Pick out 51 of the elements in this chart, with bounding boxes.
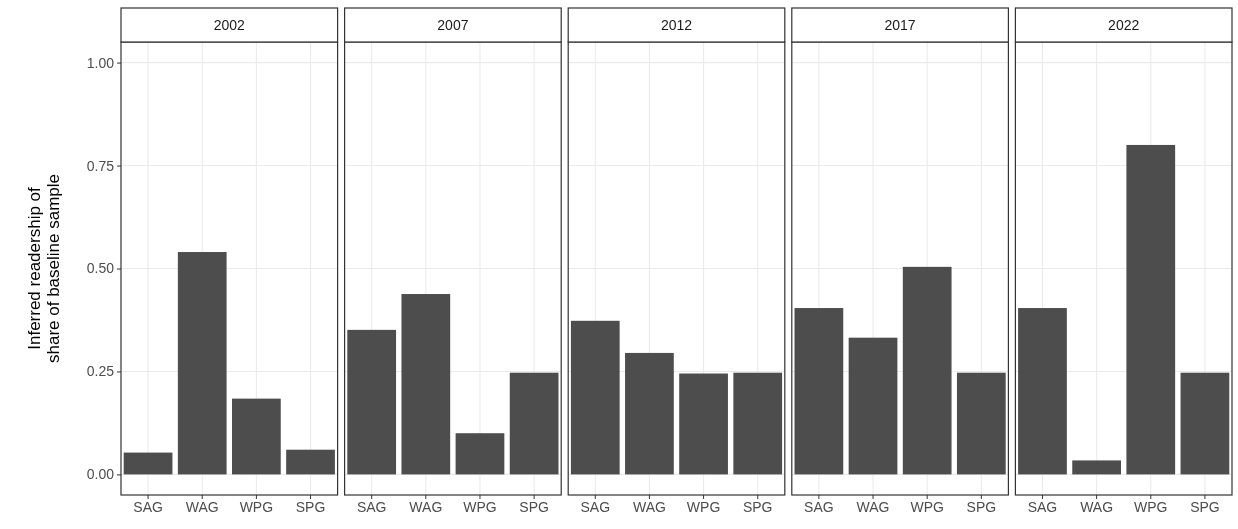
x-tick-label: WPG [463,498,497,515]
x-tick-label: WAG [185,498,219,515]
bar [401,294,451,475]
x-tick-label: WPG [239,498,274,515]
bar [123,452,173,475]
x-tick-label: SPG [519,498,549,515]
bar [1126,144,1176,475]
chart-title: 2022 [1108,17,1140,33]
bar [733,372,783,475]
x-tick-label: WPG [686,498,721,515]
x-tick-label: SPG [742,498,773,515]
x-tick-label: SAG [1027,498,1058,515]
bar [902,266,952,475]
x-tick-label: WPG [1134,498,1168,515]
bar [794,308,844,475]
x-tick-label: WAG [856,498,890,515]
x-tick-label: WAG [1080,498,1114,515]
bar [286,449,335,475]
bar [1180,372,1230,475]
bar [177,252,227,475]
y-tick-label: 0.25 [86,363,115,380]
x-tick-label: WAG [632,498,666,515]
y-tick-label: 0.00 [86,466,115,483]
x-tick-label: SPG [295,498,326,515]
y-tick-label: 0.75 [86,157,115,174]
x-tick-label: WPG [910,498,944,515]
bar [570,320,620,475]
bar [1072,460,1121,475]
x-tick-label: SAG [804,498,834,515]
bar [232,398,281,475]
bar [509,372,559,475]
bar [347,329,397,475]
chart-title: 2002 [213,17,246,33]
bar [679,373,728,475]
x-tick-label: SAG [580,498,611,515]
bar [1018,308,1067,475]
bar [455,433,505,475]
chart-title: 2012 [660,17,693,33]
bar [956,372,1006,475]
chart-title: 2017 [884,17,916,33]
y-tick-label: 0.50 [86,260,115,277]
bar [848,337,898,475]
x-tick-label: SAG [133,498,163,515]
x-tick-label: SAG [356,498,387,515]
x-tick-label: SPG [1190,498,1220,515]
y-tick-label: 1.00 [86,54,115,71]
chart-title: 2007 [437,17,469,33]
y-axis-title: Inferred readership of share of baseline sample [25,173,63,364]
bar [625,352,674,475]
x-tick-label: WAG [409,498,443,515]
x-tick-label: SPG [966,498,997,515]
